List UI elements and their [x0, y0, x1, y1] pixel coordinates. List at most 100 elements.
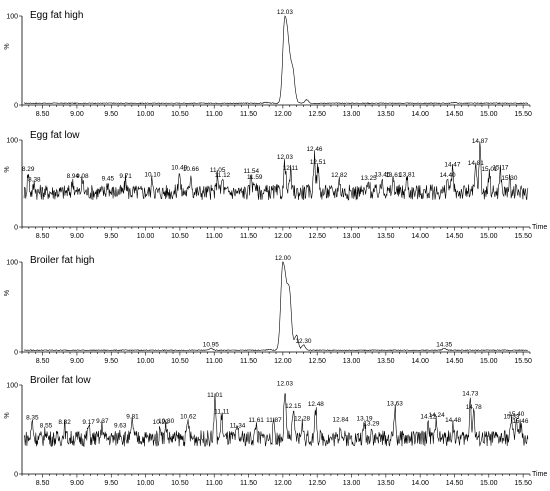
peak-label: 12.30: [295, 338, 311, 345]
x-tick-label: 12.00: [274, 233, 292, 240]
peak-label: 8.29: [22, 166, 35, 173]
x-tick-label: 9.50: [104, 111, 118, 118]
x-tick-label: 10.00: [137, 480, 155, 487]
peak-label: 10.95: [203, 341, 219, 348]
x-tick-label: 12.50: [308, 111, 326, 118]
peak-label: 13.19: [357, 415, 373, 422]
peak-label: 12.03: [277, 381, 293, 388]
x-tick-label: 13.50: [377, 111, 395, 118]
x-tick-label: 15.50: [514, 480, 532, 487]
panel-title: Egg fat low: [30, 130, 80, 141]
peak-label: 13.25: [361, 175, 377, 182]
x-tick-label: 12.50: [308, 233, 326, 240]
x-tick-label: 9.50: [104, 358, 118, 365]
y-tick-label: 0: [14, 472, 18, 479]
peak-label: 11.61: [248, 417, 264, 424]
peak-label: 10.22: [153, 419, 169, 426]
peak-label: 11.59: [247, 174, 263, 181]
x-tick-label: 10.00: [137, 233, 155, 240]
x-tick-label: 15.00: [480, 480, 498, 487]
peak-label: 13.45: [374, 171, 390, 178]
peak-label: 8.82: [58, 419, 71, 426]
peak-label: 15.40: [508, 411, 524, 418]
panel-title: Broiler fat high: [30, 255, 94, 266]
peak-label: 9.08: [76, 173, 89, 180]
peak-label: 15.30: [501, 175, 517, 182]
x-tick-label: 8.50: [36, 111, 50, 118]
peak-label: 12.46: [306, 146, 322, 153]
peak-label: 14.73: [462, 390, 478, 397]
x-tick-label: 13.00: [343, 111, 361, 118]
peak-label: 11.05: [210, 167, 226, 174]
peak-label: 14.24: [429, 412, 445, 419]
x-tick-label: 11.00: [206, 111, 223, 118]
x-tick-label: 9.00: [70, 111, 84, 118]
x-tick-label: 12.50: [308, 358, 326, 365]
y-tick-label: 0: [14, 103, 18, 110]
peak-label: 10.30: [158, 418, 174, 425]
x-tick-label: 15.00: [480, 233, 498, 240]
x-tick-label: 12.50: [308, 480, 326, 487]
chromatogram-trace: [23, 261, 528, 352]
peak-label: 10.10: [144, 171, 160, 178]
peak-label: 11.87: [266, 417, 282, 424]
x-tick-label: 15.50: [514, 233, 532, 240]
x-tick-label: 13.00: [343, 233, 361, 240]
peak-label: 13.63: [387, 400, 403, 407]
x-tick-label: 14.00: [411, 358, 429, 365]
x-tick-label: 14.00: [411, 233, 429, 240]
peak-label: 9.63: [114, 423, 127, 430]
peak-label: 11.11: [214, 408, 229, 415]
peak-label: 11.54: [244, 168, 260, 175]
x-tick-label: 8.50: [36, 233, 50, 240]
peak-label: 14.35: [436, 341, 452, 348]
x-tick-label: 12.00: [274, 480, 292, 487]
x-tick-label: 10.50: [171, 358, 189, 365]
x-tick-label: 12.00: [274, 358, 292, 365]
peak-label: 11.12: [215, 172, 231, 179]
x-tick-label: 13.50: [377, 233, 395, 240]
peak-label: 9.37: [96, 418, 109, 425]
peak-label: 14.40: [440, 172, 456, 179]
peak-label: 12.28: [294, 415, 310, 422]
peak-label: 14.47: [444, 162, 460, 169]
peak-label: 15.46: [512, 418, 528, 425]
x-axis-unit-label: Time: [532, 471, 547, 478]
x-tick-label: 15.00: [480, 111, 498, 118]
x-tick-label: 13.00: [343, 358, 361, 365]
y-tick-label: 100: [6, 14, 18, 21]
peak-label: 13.81: [399, 171, 415, 178]
peak-label: 8.94: [67, 173, 80, 180]
peak-label: 12.03: [277, 154, 293, 161]
x-tick-label: 12.00: [274, 111, 292, 118]
peak-label: 8.38: [28, 177, 41, 184]
x-tick-label: 9.00: [70, 233, 84, 240]
peak-label: 14.78: [466, 404, 482, 411]
peak-label: 14.12: [420, 414, 436, 421]
peak-label: 12.84: [333, 416, 349, 423]
x-tick-label: 15.00: [480, 358, 498, 365]
peak-label: 10.66: [183, 166, 199, 173]
x-tick-label: 11.50: [240, 111, 257, 118]
x-tick-label: 14.50: [446, 233, 464, 240]
peak-label: 8.35: [26, 414, 39, 421]
x-tick-label: 15.50: [514, 111, 532, 118]
peak-label: 8.55: [40, 423, 53, 430]
x-tick-label: 8.50: [36, 480, 50, 487]
y-axis-label: %: [4, 43, 11, 49]
peak-label: 15.17: [492, 164, 508, 171]
panel-title: Egg fat high: [30, 10, 83, 21]
x-tick-label: 8.50: [36, 358, 50, 365]
x-tick-label: 10.50: [171, 111, 189, 118]
peak-label: 14.87: [472, 138, 488, 145]
x-tick-label: 14.50: [446, 358, 464, 365]
x-tick-label: 13.50: [377, 358, 395, 365]
peak-label: 12.11: [283, 165, 299, 172]
y-tick-label: 100: [6, 138, 18, 145]
y-tick-label: 0: [14, 225, 18, 232]
x-tick-label: 11.50: [240, 233, 257, 240]
peak-label: 10.49: [171, 164, 187, 171]
x-tick-label: 14.50: [446, 111, 464, 118]
peak-label: 13.61: [385, 172, 401, 179]
chromatogram-trace: [24, 15, 529, 105]
